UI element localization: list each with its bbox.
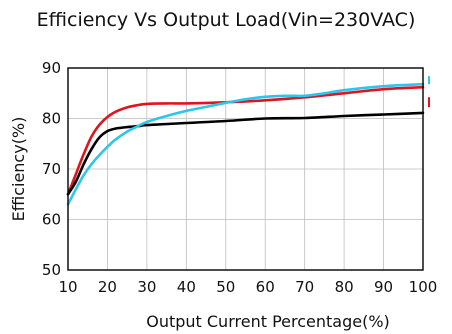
x-axis-label: Output Current Percentage(%) [146,312,390,331]
y-axis-label: Efficiency(%) [9,117,28,222]
series-layer [66,76,430,206]
y-axis-ticks: 50 60 70 80 90 [42,59,61,279]
x-tick-label: 40 [177,278,196,296]
series-end-marker-3 [428,76,430,85]
y-tick-label: 60 [42,211,61,229]
y-tick-label: 80 [42,110,61,128]
chart-title: Efficiency Vs Output Load(Vin=230VAC) [37,9,416,31]
x-axis-ticks: 10 20 30 40 50 60 70 80 90 100 [58,278,437,296]
x-tick-label: 100 [409,278,438,296]
x-tick-label: 50 [216,278,235,296]
series-line-1 [66,85,425,196]
y-tick-label: 70 [42,160,61,178]
x-tick-label: 80 [335,278,354,296]
x-tick-label: 70 [295,278,314,296]
series-line-2 [66,111,425,196]
series-end-marker-1 [428,97,430,108]
x-tick-label: 10 [58,278,77,296]
y-tick-label: 50 [42,261,61,279]
x-tick-label: 60 [256,278,275,296]
series-line-3 [66,82,425,206]
x-tick-label: 90 [374,278,393,296]
plot-frame [67,67,424,271]
x-tick-label: 20 [98,278,117,296]
x-tick-label: 30 [137,278,156,296]
y-tick-label: 90 [42,59,61,77]
